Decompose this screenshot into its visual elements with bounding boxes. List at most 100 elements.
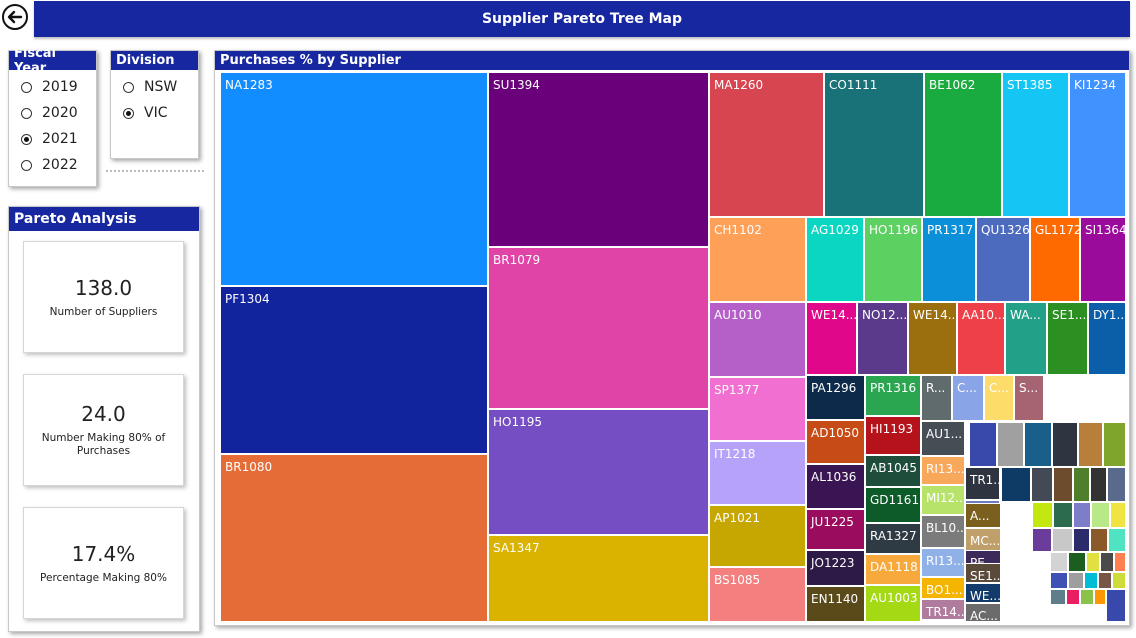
treemap-tile[interactable]: BR1080 [220, 454, 488, 622]
division-option-vic[interactable]: VIC [111, 100, 198, 126]
treemap-tile-small[interactable] [1031, 467, 1053, 502]
treemap-tile-small[interactable] [1107, 467, 1126, 502]
treemap-tile[interactable]: HI1193 [865, 416, 921, 455]
treemap-tile[interactable]: BE1062 [924, 72, 1002, 217]
treemap-tile[interactable]: TR1... [965, 467, 1000, 500]
treemap-tile-small[interactable] [1100, 552, 1114, 572]
treemap-tile[interactable]: QU1326 [976, 217, 1030, 302]
treemap-tile[interactable]: DA1118 [865, 554, 921, 585]
treemap-tile[interactable]: WE14... [908, 302, 957, 375]
treemap-tile[interactable]: PR1317 [922, 217, 976, 302]
treemap-tile[interactable]: PA1296 [806, 375, 865, 420]
treemap-tile[interactable]: AU1003 [865, 585, 921, 622]
treemap-tile[interactable]: BO1... [921, 577, 965, 599]
treemap-tile[interactable]: MA1260 [709, 72, 824, 217]
treemap-tile-small[interactable] [1084, 572, 1098, 589]
treemap-tile[interactable]: HO1195 [488, 409, 709, 535]
treemap-tile[interactable]: BL10... [921, 515, 965, 548]
treemap-tile-small[interactable] [1090, 528, 1108, 552]
division-option-nsw[interactable]: NSW [111, 74, 198, 100]
treemap-tile[interactable]: A... [965, 503, 1001, 528]
treemap-tile[interactable]: CO1111 [824, 72, 924, 217]
fiscal-year-option-2022[interactable]: 2022 [9, 152, 96, 178]
treemap-tile[interactable]: BS1085 [709, 567, 806, 622]
treemap-tile-small[interactable] [1103, 422, 1126, 467]
treemap-tile[interactable]: MI12... [921, 485, 965, 515]
treemap-tile[interactable]: HO1196 [864, 217, 922, 302]
treemap-tile-small[interactable] [1110, 502, 1126, 528]
treemap-tile[interactable]: AP1021 [709, 505, 806, 567]
treemap-tile[interactable]: RI13... [921, 548, 965, 577]
treemap-tile-small[interactable] [1001, 467, 1031, 502]
treemap-tile[interactable]: NO12... [857, 302, 908, 375]
treemap-tile[interactable]: C... [984, 375, 1014, 421]
treemap-tile-small[interactable] [1050, 552, 1068, 572]
treemap-tile-small[interactable] [1091, 502, 1110, 528]
treemap-tile-small[interactable] [1052, 528, 1073, 552]
treemap-tile-small[interactable] [1078, 422, 1103, 467]
treemap-tile-small[interactable] [1086, 552, 1100, 572]
back-button[interactable] [2, 4, 28, 30]
treemap-tile[interactable]: JO1223 [806, 550, 865, 586]
treemap-tile[interactable]: SU1394 [488, 72, 709, 247]
treemap-tile[interactable]: RI13... [921, 456, 965, 485]
treemap-tile-small[interactable] [1032, 528, 1052, 552]
treemap-tile[interactable]: AU1... [921, 421, 965, 456]
treemap-tile-small[interactable] [1108, 528, 1126, 552]
treemap-tile[interactable]: AL1036 [806, 464, 865, 509]
treemap-tile-small[interactable] [1094, 589, 1106, 605]
treemap-tile[interactable]: AA10... [957, 302, 1005, 375]
treemap-tile-small[interactable] [1024, 422, 1052, 467]
treemap-tile[interactable]: WE14... [806, 302, 857, 375]
treemap-tile[interactable]: GL1172 [1030, 217, 1080, 302]
treemap-tile[interactable]: R... [921, 375, 952, 421]
treemap-tile-small[interactable] [1112, 572, 1126, 589]
treemap-tile[interactable]: SP1377 [709, 377, 806, 441]
treemap-tile[interactable]: NA1283 [220, 72, 488, 286]
treemap-tile[interactable]: CH1102 [709, 217, 806, 302]
treemap-tile[interactable]: AD1050 [806, 420, 865, 464]
treemap-tile[interactable]: GD1161 [865, 487, 921, 523]
treemap-tile-small[interactable] [1050, 572, 1068, 589]
treemap-tile-small[interactable] [1073, 502, 1091, 528]
treemap-tile[interactable]: ST1385 [1002, 72, 1069, 217]
treemap-tile-small[interactable] [969, 422, 997, 467]
treemap-tile[interactable]: WE... [965, 583, 1001, 603]
treemap-tile[interactable]: C... [952, 375, 984, 421]
treemap-tile-small[interactable] [1090, 467, 1107, 502]
treemap-tile[interactable]: KI1234 [1069, 72, 1126, 217]
treemap-tile-small[interactable] [1052, 422, 1078, 467]
treemap-tile[interactable]: JU1225 [806, 509, 865, 550]
treemap-tile-small[interactable] [1053, 502, 1073, 528]
treemap-tile[interactable]: AG1029 [806, 217, 864, 302]
treemap-tile[interactable]: WA... [1005, 302, 1047, 375]
treemap-tile-small[interactable] [1073, 467, 1090, 502]
treemap-tile[interactable]: SI1364 [1080, 217, 1126, 302]
treemap-tile-small[interactable] [1032, 502, 1053, 528]
treemap-tile[interactable]: AC... [965, 603, 1001, 622]
treemap-tile[interactable]: RA1327 [865, 523, 921, 554]
fiscal-year-option-2019[interactable]: 2019 [9, 74, 96, 100]
treemap-tile-small[interactable] [1050, 589, 1066, 605]
treemap-tile-small[interactable] [1098, 572, 1112, 589]
treemap-tile-small[interactable] [1106, 589, 1126, 622]
treemap-tile[interactable]: PF1304 [220, 286, 488, 454]
treemap-tile[interactable]: EN1140 [806, 586, 865, 622]
treemap-tile[interactable]: SE1... [965, 563, 1001, 583]
treemap-tile-small[interactable] [1114, 552, 1126, 572]
treemap-tile-small[interactable] [1073, 528, 1090, 552]
treemap-tile-small[interactable] [1066, 589, 1080, 605]
treemap-tile-small[interactable] [1068, 552, 1086, 572]
treemap-tile[interactable]: AU1010 [709, 302, 806, 377]
treemap-tile[interactable]: PR1316 [865, 375, 921, 416]
treemap-tile[interactable]: IT1218 [709, 441, 806, 505]
treemap-tile[interactable]: TR14... [921, 599, 965, 620]
treemap-tile-small[interactable] [1080, 589, 1094, 605]
treemap-tile[interactable]: SA1347 [488, 535, 709, 622]
treemap-tile-small[interactable] [1053, 467, 1073, 502]
fiscal-year-option-2021[interactable]: 2021 [9, 126, 96, 152]
treemap-tile[interactable]: AB1045 [865, 455, 921, 487]
treemap-tile[interactable]: DY1... [1088, 302, 1126, 375]
treemap-tile[interactable]: S... [1014, 375, 1044, 421]
treemap-tile[interactable]: BR1079 [488, 247, 709, 409]
